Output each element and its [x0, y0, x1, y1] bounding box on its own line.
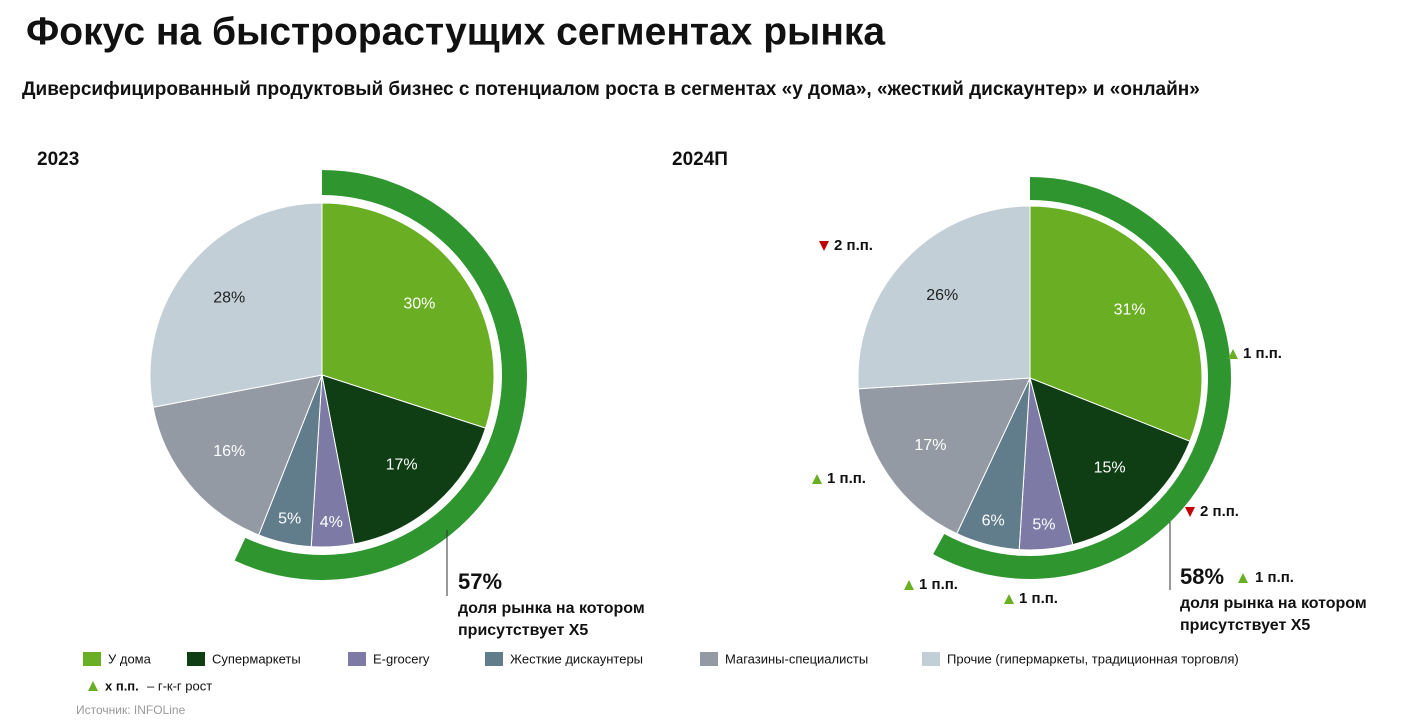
change-arrow — [904, 580, 914, 590]
value-label: 15% — [1094, 460, 1126, 477]
legend-swatch — [83, 652, 101, 666]
pie-slice — [1029, 377, 1191, 546]
growth-text: – г-к-г рост — [147, 678, 212, 693]
value-label: 30% — [403, 295, 435, 312]
pie-title: 2024П — [672, 149, 728, 170]
source: Источник: INFOLine — [76, 703, 186, 717]
change-arrow — [812, 474, 822, 484]
value-label: 26% — [926, 287, 958, 304]
pie-title: 2023 — [37, 149, 79, 170]
pie-slice — [857, 377, 1031, 535]
value-label: 4% — [320, 514, 343, 531]
legend-label: Прочие (гипермаркеты, традиционная торго… — [947, 651, 1239, 666]
change-arrow — [1238, 573, 1248, 583]
pie-slice — [1029, 205, 1203, 442]
subtitle: Диверсифицированный продуктовый бизнес с… — [22, 79, 1200, 100]
change-label: 1 п.п. — [1243, 345, 1282, 362]
legend-swatch — [187, 652, 205, 666]
change-label: 2 п.п. — [1200, 503, 1239, 520]
change-label: 1 п.п. — [1019, 590, 1058, 607]
pie-slice — [321, 374, 487, 545]
value-label: 28% — [213, 289, 245, 306]
value-label: 6% — [982, 512, 1005, 529]
legend-swatch — [922, 652, 940, 666]
value-label: 16% — [213, 443, 245, 460]
pie-slice — [149, 202, 323, 408]
share-text: присутствует X5 — [458, 622, 588, 639]
growth-icon — [88, 681, 98, 691]
change-label: 1 п.п. — [827, 470, 866, 487]
change-arrow — [819, 241, 829, 251]
growth-marker: x п.п. — [105, 678, 139, 693]
legend-label: У дома — [108, 651, 152, 666]
change-label: 2 п.п. — [834, 237, 873, 254]
change-label: 1 п.п. — [919, 576, 958, 593]
pie-slice — [857, 205, 1031, 390]
legend-label: Жесткие дискаунтеры — [510, 651, 643, 666]
value-label: 5% — [278, 511, 301, 528]
share-label: 57% — [458, 569, 502, 594]
legend-label: Супермаркеты — [212, 651, 301, 666]
legend-swatch — [700, 652, 718, 666]
change-arrow — [1228, 349, 1238, 359]
legend-label: E-grocery — [373, 651, 430, 666]
legend-swatch — [348, 652, 366, 666]
share-label: 58% — [1180, 564, 1224, 589]
pie-slice — [152, 374, 323, 536]
share-text: доля рынка на котором — [1180, 595, 1367, 612]
share-text: присутствует X5 — [1180, 617, 1310, 634]
change-arrow — [1185, 507, 1195, 517]
title: Фокус на быстрорастущих сегментах рынка — [26, 10, 885, 53]
value-label: 31% — [1114, 302, 1146, 319]
value-label: 5% — [1032, 516, 1055, 533]
share-text: доля рынка на котором — [458, 600, 645, 617]
pie-slice — [321, 202, 495, 429]
share-change: 1 п.п. — [1255, 569, 1294, 586]
change-arrow — [1004, 594, 1014, 604]
legend-label: Магазины-специалисты — [725, 651, 868, 666]
value-label: 17% — [386, 457, 418, 474]
legend-swatch — [485, 652, 503, 666]
value-label: 17% — [914, 437, 946, 454]
